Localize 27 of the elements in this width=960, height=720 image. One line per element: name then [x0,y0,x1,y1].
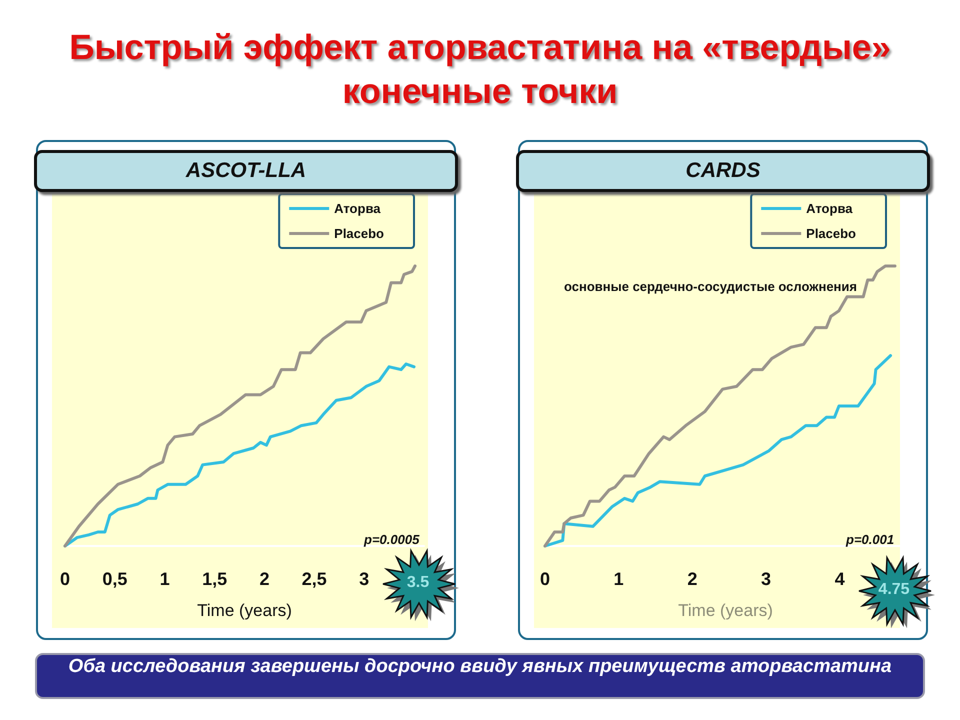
annotation: основные сердечно-сосудистые осложнения [564,279,857,294]
annotation: p=0.001 [846,532,894,547]
x-tick-label: 2,5 [302,569,327,589]
x-tick-label: 3 [761,569,772,589]
chart-title: ASCOT-LLA [34,150,458,192]
x-tick-label: 0,5 [102,569,128,589]
x-axis-title: Time (years) [197,601,292,620]
chart-title: CARDS [516,150,930,192]
x-tick-label: 4 [834,569,845,589]
x-tick-label: 2 [687,569,698,589]
legend-label: Placebo [806,226,856,241]
x-tick-label: 0 [60,569,70,589]
text: Быстрый эффект аторвастатина на «твердые» конечные точки [68,27,892,113]
annotation: p=0.0005 [364,532,420,547]
text: 3.5 [406,574,430,592]
legend-label: Аторва [806,201,854,216]
text: Оба исследования завершены досрочно ввиду явных преимуществ аторвастатина [35,653,925,699]
text: 4.75 [877,581,911,599]
x-tick-label: 1 [614,569,624,589]
x-tick-label: 1,5 [202,569,228,589]
x-axis-title: Time (years) [678,601,773,620]
x-tick-label: 0 [540,569,550,589]
legend-label: Аторва [334,201,382,216]
x-tick-label: 3 [359,569,370,589]
x-tick-label: 1 [160,569,170,589]
x-tick-label: 2 [259,569,270,589]
legend-label: Placebo [334,226,384,241]
